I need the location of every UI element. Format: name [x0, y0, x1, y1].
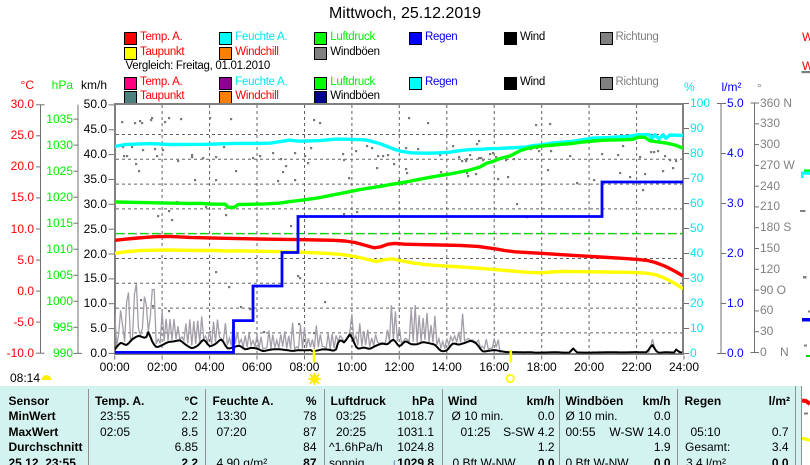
svg-text:W: W	[802, 30, 810, 44]
svg-text:W: W	[802, 59, 810, 73]
